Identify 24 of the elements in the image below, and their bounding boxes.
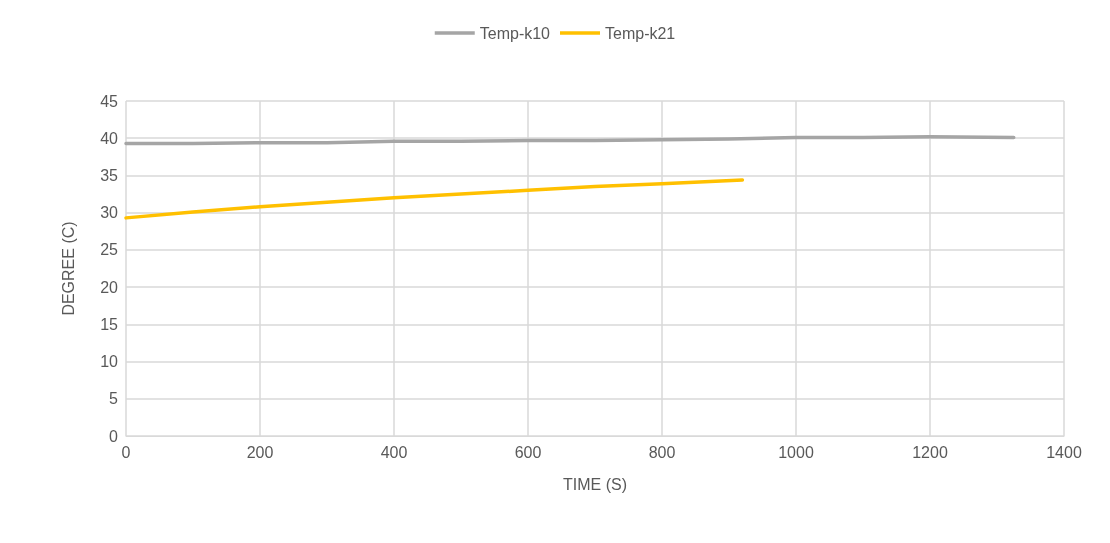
legend-label: Temp-k10 bbox=[479, 24, 551, 42]
y-tick-label: 20 bbox=[100, 278, 119, 296]
y-tick-label: 5 bbox=[109, 390, 119, 408]
line-series bbox=[124, 134, 1016, 146]
y-tick-label: 40 bbox=[100, 129, 119, 147]
y-tick-label: 10 bbox=[100, 353, 119, 371]
line-series bbox=[124, 178, 745, 220]
x-axis-title: TIME (S) bbox=[563, 475, 627, 493]
y-axis-title: DEGREE (C) bbox=[59, 221, 77, 316]
x-tick-label: 600 bbox=[514, 443, 542, 461]
y-tick-label: 30 bbox=[100, 204, 119, 222]
x-tick-label: 800 bbox=[648, 443, 676, 461]
x-tick-label: 200 bbox=[246, 443, 274, 461]
x-tick-label: 1000 bbox=[778, 443, 814, 461]
x-tick-label: 0 bbox=[121, 443, 131, 461]
x-tick-label: 1200 bbox=[912, 443, 948, 461]
y-tick-label: 0 bbox=[109, 427, 119, 445]
y-tick-label: 15 bbox=[100, 315, 119, 333]
x-tick-label: 400 bbox=[380, 443, 408, 461]
y-tick-label: 25 bbox=[100, 241, 119, 259]
y-tick-label: 35 bbox=[100, 166, 119, 184]
x-tick-label: 1400 bbox=[1046, 443, 1082, 461]
legend-label: Temp-k21 bbox=[605, 24, 676, 42]
y-tick-label: 45 bbox=[100, 92, 119, 110]
